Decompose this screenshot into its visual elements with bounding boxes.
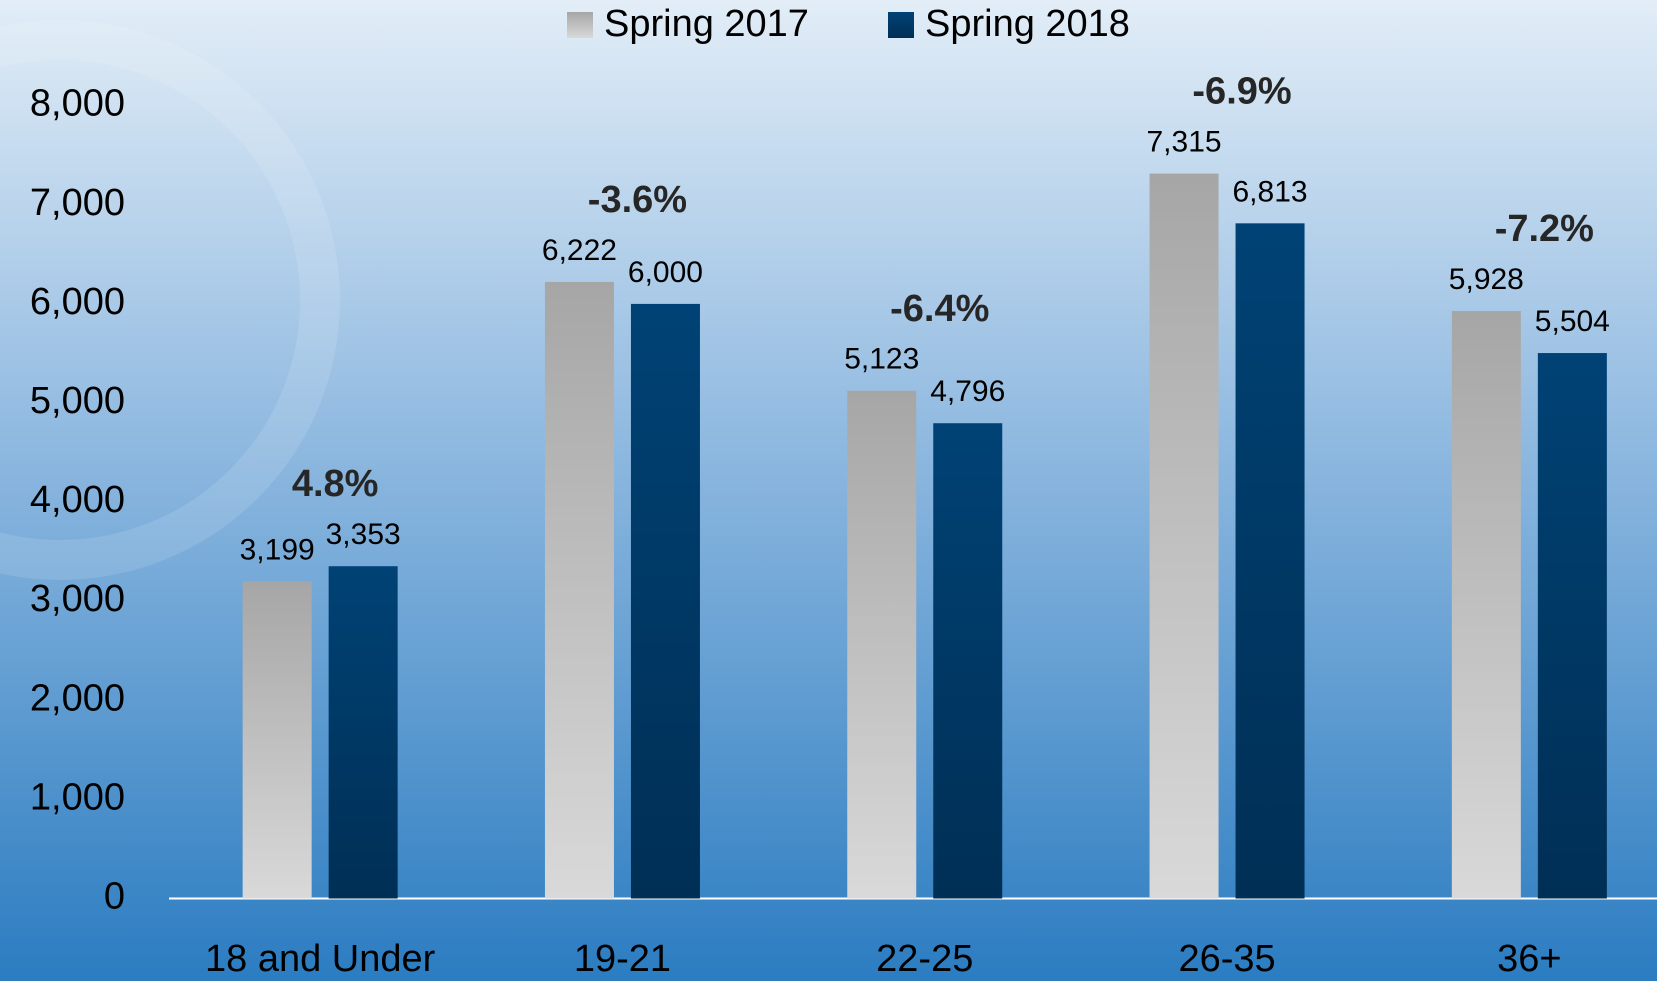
y-tick-label: 7,000 bbox=[30, 182, 125, 224]
x-tick-label: 19-21 bbox=[574, 938, 671, 980]
bar bbox=[1236, 223, 1305, 898]
bar bbox=[933, 423, 1002, 898]
y-tick-label: 6,000 bbox=[30, 281, 125, 323]
value-label: 5,504 bbox=[1535, 305, 1610, 338]
value-label: 6,000 bbox=[628, 256, 703, 289]
change-label: -7.2% bbox=[1495, 208, 1594, 250]
legend-label: Spring 2017 bbox=[604, 3, 809, 45]
y-tick-label: 0 bbox=[104, 876, 125, 918]
bar bbox=[329, 566, 398, 898]
legend-swatch bbox=[567, 12, 593, 38]
bar bbox=[1150, 174, 1219, 899]
y-tick-label: 3,000 bbox=[30, 578, 125, 620]
x-tick-label: 26-35 bbox=[1178, 938, 1275, 980]
value-label: 5,928 bbox=[1449, 263, 1524, 296]
bar bbox=[631, 304, 700, 899]
value-label: 5,123 bbox=[844, 343, 919, 376]
change-label: -3.6% bbox=[588, 179, 687, 221]
x-tick-label: 36+ bbox=[1497, 938, 1561, 980]
y-tick-label: 5,000 bbox=[30, 380, 125, 422]
bar bbox=[1452, 311, 1521, 898]
change-label: -6.9% bbox=[1192, 71, 1291, 113]
legend-label: Spring 2018 bbox=[925, 3, 1130, 45]
bar bbox=[243, 581, 312, 898]
bar bbox=[1538, 353, 1607, 898]
page: 0 1,000 2,000 3,000 4,000 5,000 6,000 7,000 8,00… bbox=[0, 0, 1657, 981]
value-label: 7,315 bbox=[1147, 126, 1222, 159]
x-tick-label: 18 and Under bbox=[205, 938, 436, 980]
value-label: 6,222 bbox=[542, 234, 617, 267]
y-tick-label: 1,000 bbox=[30, 776, 125, 818]
y-tick-label: 2,000 bbox=[30, 677, 125, 719]
value-label: 4,796 bbox=[930, 375, 1005, 408]
y-tick-label: 4,000 bbox=[30, 479, 125, 521]
change-label: -6.4% bbox=[890, 288, 989, 330]
change-label: 4.8% bbox=[292, 463, 379, 505]
x-tick-label: 22-25 bbox=[876, 938, 973, 980]
chart: 0 1,000 2,000 3,000 4,000 5,000 6,000 7,000 8,00… bbox=[0, 0, 1657, 981]
legend-swatch bbox=[888, 12, 914, 38]
bar bbox=[847, 391, 916, 899]
y-tick-label: 8,000 bbox=[30, 83, 125, 125]
bar bbox=[545, 282, 614, 899]
value-label: 3,353 bbox=[326, 518, 401, 551]
value-label: 3,199 bbox=[240, 533, 315, 566]
value-label: 6,813 bbox=[1233, 175, 1308, 208]
